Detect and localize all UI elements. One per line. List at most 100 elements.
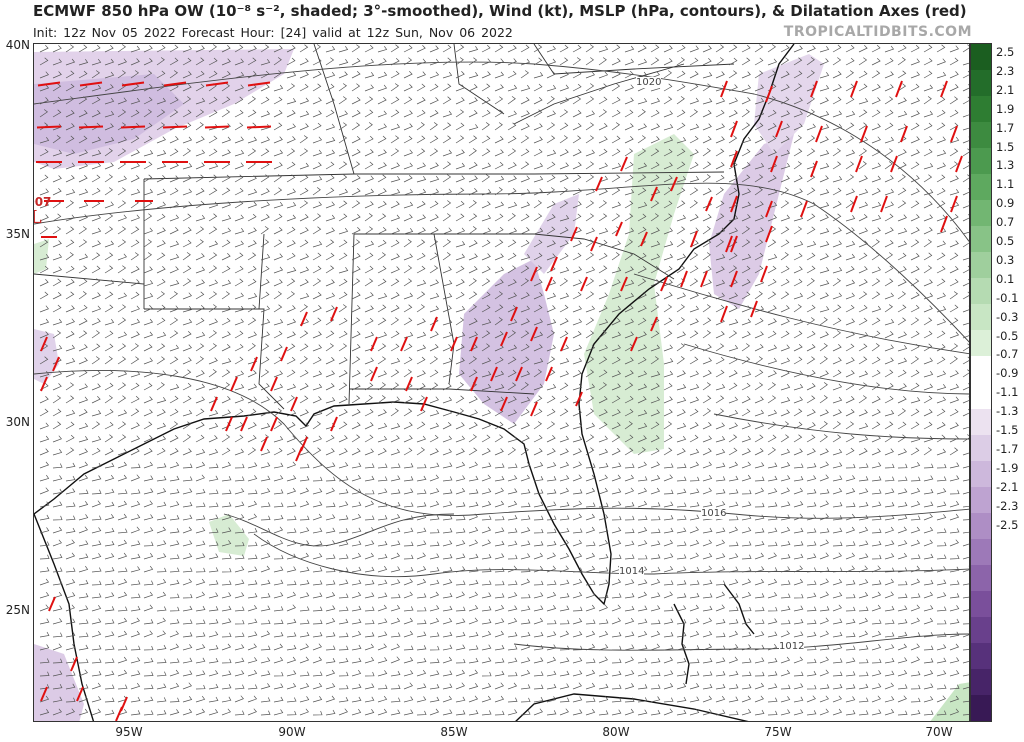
wind-barb bbox=[234, 619, 245, 625]
wind-barb bbox=[819, 214, 829, 222]
wind-barb bbox=[351, 474, 362, 482]
wind-barb bbox=[572, 305, 582, 313]
wind-barb bbox=[702, 83, 712, 92]
wind-barb bbox=[949, 566, 960, 573]
wind-barb bbox=[923, 539, 933, 547]
wind-barb bbox=[806, 252, 816, 261]
wind-barb bbox=[689, 305, 700, 313]
dilatation-axis bbox=[670, 176, 678, 192]
wind-barb bbox=[91, 527, 102, 534]
wind-barb bbox=[728, 422, 738, 430]
wind-barb bbox=[936, 463, 947, 469]
wind-barb bbox=[884, 696, 895, 703]
wind-barb bbox=[663, 123, 674, 131]
wind-barb bbox=[312, 57, 322, 66]
wind-barb bbox=[871, 382, 881, 391]
wind-barb bbox=[442, 683, 453, 690]
wind-barb bbox=[78, 357, 88, 365]
wind-barb bbox=[884, 265, 894, 274]
wind-barb bbox=[442, 318, 453, 326]
wind-barb bbox=[585, 408, 595, 417]
wind-barb bbox=[611, 409, 621, 417]
wind-barb bbox=[403, 541, 414, 547]
wind-barb bbox=[273, 149, 284, 157]
wind-barb bbox=[936, 162, 946, 170]
wind-barb bbox=[780, 669, 791, 677]
wind-barb bbox=[494, 527, 505, 534]
wind-barb bbox=[78, 226, 87, 235]
wind-barb bbox=[936, 200, 946, 209]
wind-barb bbox=[819, 71, 830, 79]
wind-barb bbox=[871, 57, 881, 66]
wind-barb bbox=[832, 396, 843, 404]
wind-barb bbox=[195, 122, 204, 131]
wind-barb bbox=[949, 605, 960, 612]
wind-barb bbox=[39, 201, 50, 209]
wind-barb bbox=[949, 96, 959, 105]
wind-barb bbox=[156, 304, 166, 313]
wind-barb bbox=[962, 505, 969, 508]
wind-barb bbox=[533, 461, 544, 469]
wind-barb bbox=[364, 463, 375, 469]
dilatation-axis bbox=[76, 686, 84, 702]
wind-barb bbox=[676, 214, 687, 222]
wind-barb bbox=[338, 278, 348, 287]
wind-barb bbox=[221, 343, 231, 352]
wind-barb bbox=[767, 395, 777, 404]
wind-barb bbox=[156, 617, 166, 625]
wind-barb bbox=[221, 279, 232, 287]
wind-barb bbox=[65, 421, 75, 430]
wind-barb bbox=[208, 567, 219, 573]
wind-barb bbox=[793, 618, 804, 625]
wind-barb bbox=[845, 149, 856, 157]
wind-barb bbox=[715, 97, 726, 105]
wind-barb bbox=[39, 487, 49, 495]
wind-barb bbox=[858, 645, 869, 651]
lat-label-25n: 25N bbox=[5, 603, 30, 617]
wind-barb bbox=[806, 684, 817, 690]
wind-barb bbox=[169, 162, 179, 170]
wind-barb bbox=[624, 357, 634, 365]
wind-barb bbox=[156, 447, 166, 456]
wind-barb bbox=[533, 708, 543, 716]
wind-barb bbox=[910, 447, 920, 456]
wind-barb bbox=[611, 331, 622, 339]
wind-barb bbox=[559, 435, 570, 443]
dilatation-axis bbox=[420, 396, 428, 412]
wind-barb bbox=[676, 161, 686, 170]
wind-barb bbox=[221, 658, 232, 664]
wind-barb bbox=[780, 709, 791, 716]
colorbar-label: -1.1 bbox=[996, 385, 1019, 400]
brand-watermark[interactable]: TROPICALTIDBITS.COM bbox=[783, 24, 972, 40]
wind-barb bbox=[442, 592, 453, 599]
wind-barb bbox=[52, 435, 62, 443]
wind-barb bbox=[247, 292, 258, 300]
wind-barb bbox=[299, 631, 310, 638]
wind-barb bbox=[455, 213, 465, 222]
wind-barb bbox=[663, 227, 673, 235]
wind-barb bbox=[624, 515, 635, 521]
wind-barb bbox=[884, 109, 894, 118]
wind-barb bbox=[52, 135, 61, 144]
wind-barb bbox=[897, 161, 907, 170]
wind-barb bbox=[884, 369, 894, 378]
wind-barb bbox=[338, 657, 349, 664]
wind-barb bbox=[182, 434, 191, 443]
wind-barb bbox=[351, 109, 361, 118]
wind-barb bbox=[338, 266, 349, 274]
wind-barb bbox=[143, 657, 154, 664]
wind-barb bbox=[780, 540, 791, 547]
wind-barb bbox=[169, 201, 179, 209]
wind-barb bbox=[689, 240, 699, 248]
wind-barb bbox=[715, 553, 726, 560]
wind-barb bbox=[663, 317, 673, 326]
wind-barb bbox=[104, 670, 115, 677]
wind-barb bbox=[819, 58, 829, 66]
wind-barb bbox=[611, 370, 621, 378]
wind-barb bbox=[767, 318, 777, 326]
wind-barb bbox=[819, 228, 830, 235]
wind-barb bbox=[260, 409, 270, 417]
wind-barb bbox=[208, 384, 219, 391]
wind-barb bbox=[741, 554, 752, 560]
wind-barb bbox=[468, 567, 479, 573]
